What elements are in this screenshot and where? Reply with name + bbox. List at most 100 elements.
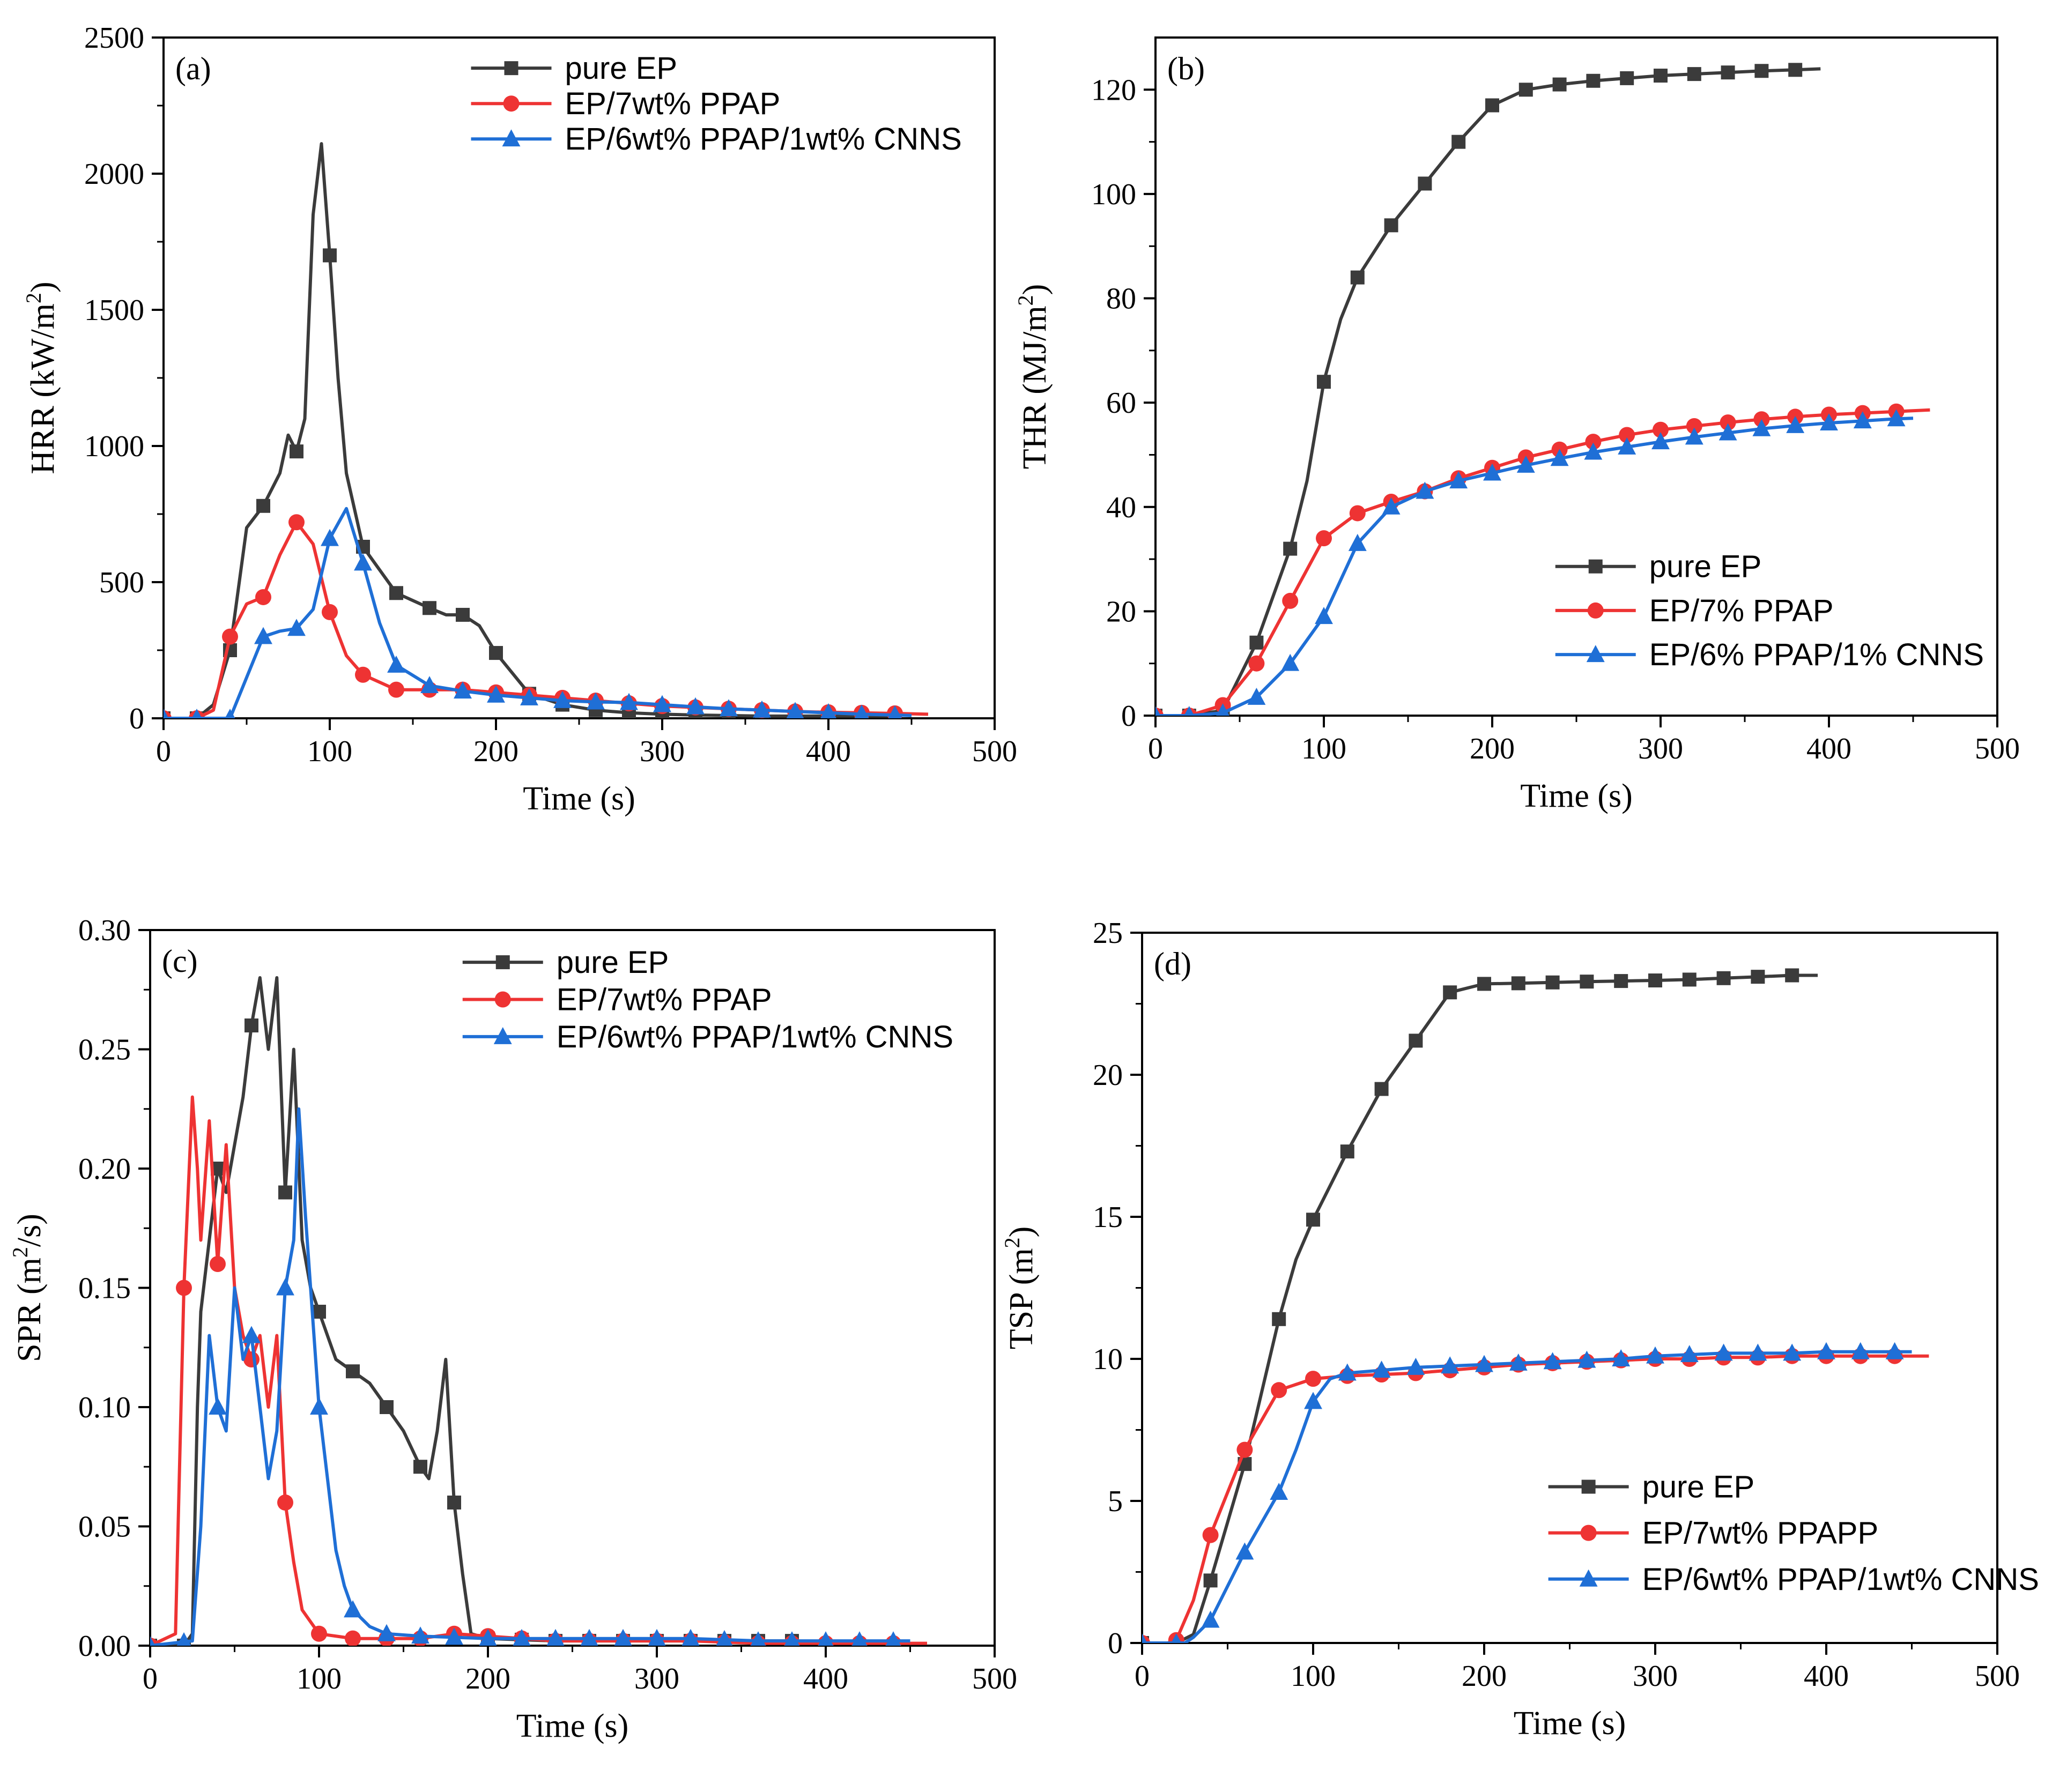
series-marker	[411, 1626, 429, 1644]
series-marker	[546, 1629, 565, 1646]
y-tick-label: 0	[1121, 700, 1136, 733]
series-line	[150, 1095, 927, 1646]
x-axis-title: Time (s)	[523, 780, 635, 817]
series-marker	[614, 1629, 632, 1646]
series-marker	[854, 704, 869, 718]
y-tick-label: 2500	[84, 21, 144, 55]
x-tick-label: 400	[803, 1662, 848, 1696]
series-marker	[377, 1624, 396, 1641]
series-marker	[413, 1460, 427, 1474]
series-marker	[322, 604, 338, 620]
series-pure	[1142, 968, 1818, 1643]
series-marker	[820, 703, 836, 718]
series-marker	[1441, 1356, 1460, 1374]
series-marker	[1483, 463, 1501, 481]
series-marker	[1851, 1342, 1870, 1359]
series-marker	[1887, 409, 1906, 427]
series-marker	[1619, 427, 1635, 443]
series-marker	[1749, 1343, 1767, 1361]
series-cnns	[1155, 409, 1914, 716]
series-marker	[653, 695, 671, 712]
series-marker	[1584, 442, 1603, 460]
x-tick-label: 100	[307, 735, 352, 768]
series-pure	[150, 976, 799, 1646]
y-tick-label: 10	[1093, 1343, 1123, 1376]
series-cnns	[150, 1107, 910, 1646]
series-marker	[1203, 1573, 1218, 1588]
x-axis-title: Time (s)	[1520, 778, 1633, 814]
series-marker	[786, 702, 804, 718]
legend-entry-pure: pure EP	[471, 51, 677, 86]
series-marker	[1348, 533, 1367, 551]
y-axis-title-superscript: 2	[1013, 295, 1038, 306]
series-marker	[1235, 1542, 1254, 1560]
legend-label: EP/7% PPAP	[1649, 593, 1834, 628]
series-line	[164, 142, 895, 718]
series-marker	[1853, 411, 1872, 429]
legend-marker	[493, 1027, 512, 1044]
legend-label: EP/7wt% PPAP	[565, 86, 781, 121]
x-tick-label: 100	[1301, 732, 1346, 765]
series-marker	[1142, 1633, 1147, 1643]
legend-marker	[503, 95, 520, 112]
series-marker	[456, 607, 470, 622]
series-marker	[1687, 67, 1701, 81]
series-marker	[1374, 1082, 1389, 1096]
y-tick-label: 0.25	[78, 1033, 131, 1067]
legend-label: EP/6wt% PPAP/1wt% CNNS	[1642, 1562, 2039, 1597]
x-tick-label: 100	[1291, 1660, 1336, 1693]
x-tick-label: 400	[806, 735, 851, 768]
series-marker	[1783, 1343, 1802, 1361]
series-marker	[222, 628, 238, 645]
series-marker	[720, 699, 738, 717]
series-marker	[288, 514, 305, 531]
series-marker	[681, 1629, 700, 1646]
y-axis-title-end: )	[1003, 1226, 1040, 1238]
y-tick-label: 20	[1106, 595, 1136, 628]
series-marker	[345, 1630, 361, 1646]
series-marker	[1485, 98, 1499, 113]
y-tick-label: 500	[99, 566, 144, 599]
series-line	[164, 507, 912, 718]
legend-entry-ppap: EP/7wt% PPAP	[462, 982, 772, 1017]
series-marker	[254, 627, 272, 644]
series-marker	[311, 1625, 327, 1642]
x-tick-label: 300	[634, 1662, 679, 1696]
x-tick-label: 200	[1462, 1660, 1507, 1693]
series-marker	[387, 655, 405, 673]
legend-entry-ppap: EP/7wt% PPAP	[471, 86, 781, 121]
series-marker	[277, 1494, 293, 1511]
y-tick-label: 1500	[84, 294, 144, 327]
series-marker	[344, 1600, 362, 1618]
series-marker	[1416, 481, 1434, 499]
x-axis-title: Time (s)	[516, 1708, 629, 1744]
series-marker	[1382, 497, 1401, 515]
series-marker	[1270, 1483, 1288, 1500]
y-tick-label: 100	[1091, 178, 1136, 211]
y-axis-title: SPR (m2/s)	[8, 1214, 48, 1362]
legend-marker	[502, 129, 521, 147]
legend-marker	[504, 61, 518, 76]
panel-tag: (a)	[175, 51, 211, 86]
y-tick-label: 1000	[84, 430, 144, 463]
legend-marker	[1587, 602, 1604, 619]
series-marker	[1305, 1371, 1321, 1387]
series-marker	[1720, 414, 1736, 431]
legend-marker	[1581, 1479, 1596, 1494]
series-marker	[1216, 703, 1229, 716]
series-marker	[1201, 1610, 1220, 1628]
legend-label: EP/7wt% PPAP	[557, 982, 772, 1017]
legend-label: EP/7wt% PPAPP	[1642, 1516, 1879, 1551]
series-marker	[1817, 1342, 1835, 1359]
series-marker	[1340, 1144, 1354, 1159]
series-marker	[1283, 541, 1298, 556]
series-line	[164, 521, 929, 718]
y-axis-title: THR (MJ/m2)	[1013, 284, 1053, 470]
series-marker	[1614, 974, 1628, 988]
series-marker	[1577, 1350, 1596, 1368]
series-marker	[1885, 1342, 1904, 1359]
series-marker	[1620, 71, 1634, 85]
series-marker	[1406, 1357, 1425, 1375]
series-marker	[225, 709, 235, 718]
x-tick-label: 500	[1975, 732, 2020, 765]
